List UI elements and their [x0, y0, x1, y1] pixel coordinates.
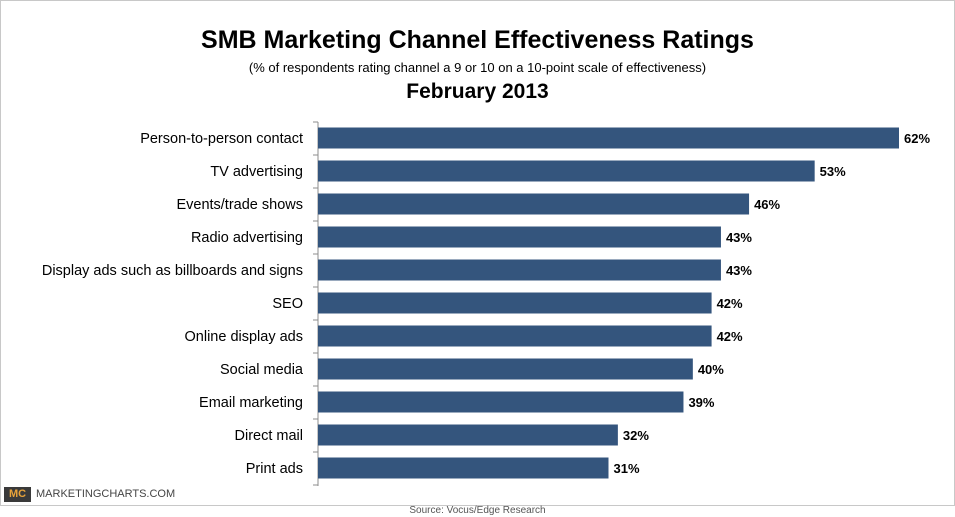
category-label: Print ads — [246, 461, 303, 477]
category-label: Online display ads — [185, 329, 304, 345]
value-label: 42% — [717, 296, 743, 311]
bar — [318, 292, 712, 314]
bar — [318, 457, 609, 479]
category-label: TV advertising — [210, 164, 303, 180]
chart-date: February 2013 — [406, 80, 549, 103]
value-label: 53% — [820, 164, 846, 179]
value-label: 32% — [623, 428, 649, 443]
marketingcharts-logo: MC — [4, 487, 31, 502]
category-label: Person-to-person contact — [140, 131, 303, 147]
chart-title: SMB Marketing Channel Effectiveness Rati… — [201, 26, 754, 54]
category-label: Social media — [220, 362, 304, 378]
value-label: 43% — [726, 263, 752, 278]
bar — [318, 424, 618, 446]
bar — [318, 358, 693, 380]
value-label: 62% — [904, 131, 930, 146]
footer-brand: MARKETINGCHARTS.COM — [36, 488, 176, 500]
bar — [318, 391, 684, 413]
bar — [318, 160, 815, 182]
value-label: 43% — [726, 230, 752, 245]
bar — [318, 259, 721, 281]
value-label: 39% — [688, 395, 714, 410]
bar — [318, 325, 712, 347]
chart-subtitle: (% of respondents rating channel a 9 or … — [248, 60, 707, 75]
category-label: SEO — [272, 296, 303, 312]
bar — [318, 193, 750, 215]
category-label: Email marketing — [199, 395, 303, 411]
category-label: Direct mail — [235, 428, 303, 444]
bar — [318, 127, 899, 149]
value-label: 42% — [717, 329, 743, 344]
chart-frame — [0, 0, 955, 506]
value-label: 31% — [614, 461, 640, 476]
value-label: 40% — [698, 362, 724, 377]
category-label: Events/trade shows — [176, 197, 303, 213]
value-label: 46% — [754, 197, 780, 212]
source-note: Source: Vocus/Edge Research — [409, 505, 546, 516]
category-label: Radio advertising — [191, 230, 303, 246]
category-label: Display ads such as billboards and signs — [42, 263, 303, 279]
bar — [318, 226, 721, 248]
